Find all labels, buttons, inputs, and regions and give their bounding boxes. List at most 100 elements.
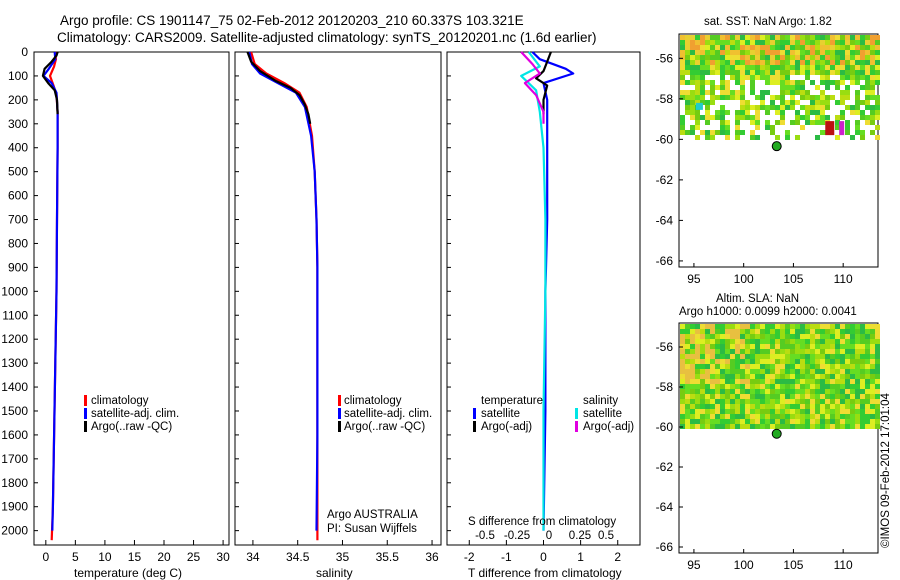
sla-cell — [705, 414, 710, 419]
sst-cell — [865, 120, 870, 125]
sla-cell — [850, 364, 855, 369]
sla-cell — [750, 419, 755, 424]
sla-cell — [825, 394, 830, 399]
sst-cell — [740, 110, 745, 115]
salinity-profile-xtick-label: 35.5 — [376, 550, 400, 564]
sla-cell — [715, 324, 720, 329]
sst-cell — [740, 115, 745, 120]
sla-cell — [860, 339, 865, 344]
sla-cell — [720, 359, 725, 364]
sla-cell — [735, 374, 740, 379]
sst-cell — [750, 105, 755, 110]
sst-cell — [705, 135, 710, 140]
temperature-profile-xtick-label: 25 — [187, 550, 201, 564]
sla-cell — [680, 349, 685, 354]
sla-cell — [720, 349, 725, 354]
sst-cell — [720, 40, 725, 45]
sst-cell — [805, 115, 810, 120]
depth-tick-label: 100 — [8, 69, 28, 83]
sst-cell — [810, 35, 815, 40]
sla-cell — [745, 334, 750, 339]
sst-cell — [745, 100, 750, 105]
sst-cell — [755, 60, 760, 65]
sla-cell — [820, 324, 825, 329]
sla-cell — [700, 384, 705, 389]
sla-cell — [865, 389, 870, 394]
sst-cell — [850, 80, 855, 85]
sst-cell — [785, 55, 790, 60]
sla-cell — [765, 339, 770, 344]
sla-cell — [810, 379, 815, 384]
sla-cell — [860, 394, 865, 399]
sla-cell — [695, 329, 700, 334]
sst-cell — [835, 45, 840, 50]
sst-cell — [685, 100, 690, 105]
sla-cell — [680, 334, 685, 339]
sst-cell — [685, 45, 690, 50]
sla-cell — [735, 349, 740, 354]
sla-cell — [755, 364, 760, 369]
sst-cell — [820, 75, 825, 80]
salinity-profile-series-satellite-adj-clim- — [248, 51, 319, 531]
sst-cell — [850, 40, 855, 45]
sla-cell — [840, 394, 845, 399]
sst-cell — [740, 80, 745, 85]
sst-cell — [830, 70, 835, 75]
sst-cell — [760, 75, 765, 80]
sla-cell — [725, 379, 730, 384]
sla-cell — [790, 324, 795, 329]
sla-cell — [870, 349, 875, 354]
sst-cell — [825, 50, 830, 55]
sst-cell — [730, 90, 735, 95]
sla-cell — [855, 384, 860, 389]
sla-cell — [805, 374, 810, 379]
sla-map-xtick-label: 105 — [783, 558, 803, 572]
sst-cell — [810, 40, 815, 45]
sst-cell — [695, 40, 700, 45]
sla-cell — [780, 404, 785, 409]
sla-cell — [845, 394, 850, 399]
sla-cell — [800, 354, 805, 359]
difference-top-ticks: -0.5 -0.25 0 0.25 0.5 — [475, 530, 614, 542]
sst-cell — [755, 125, 760, 130]
sst-cell — [750, 115, 755, 120]
sla-cell — [740, 414, 745, 419]
sla-cell — [825, 404, 830, 409]
sla-cell — [680, 399, 685, 404]
sla-cell — [700, 424, 705, 429]
sla-cell — [800, 419, 805, 424]
legend-sal-argo: Argo(-adj) — [583, 421, 634, 433]
sla-cell — [825, 339, 830, 344]
sst-cell — [810, 45, 815, 50]
sst-cell — [720, 125, 725, 130]
sla-cell — [820, 404, 825, 409]
sla-cell — [715, 374, 720, 379]
sst-cell — [820, 50, 825, 55]
sla-cell — [700, 419, 705, 424]
sla-cell — [810, 329, 815, 334]
sla-cell — [840, 374, 845, 379]
sla-cell — [855, 394, 860, 399]
sla-cell — [730, 404, 735, 409]
sla-map-xtick-label: 95 — [687, 558, 701, 572]
sst-cell — [835, 50, 840, 55]
sla-cell — [815, 329, 820, 334]
sst-cell — [725, 50, 730, 55]
sla-cell — [845, 344, 850, 349]
sla-cell — [835, 424, 840, 429]
sla-cell — [745, 419, 750, 424]
sla-cell — [860, 419, 865, 424]
sla-cell — [820, 339, 825, 344]
sla-cell — [805, 414, 810, 419]
sla-cell — [800, 334, 805, 339]
sst-cell — [700, 60, 705, 65]
sla-cell — [725, 394, 730, 399]
sst-map-ytick-label: -62 — [656, 173, 674, 187]
sla-cell — [795, 334, 800, 339]
sst-map-xtick-label: 110 — [834, 272, 853, 286]
sla-cell — [765, 349, 770, 354]
sst-cell — [745, 115, 750, 120]
sla-cell — [710, 379, 715, 384]
sla-cell — [730, 364, 735, 369]
sla-cell — [845, 334, 850, 339]
